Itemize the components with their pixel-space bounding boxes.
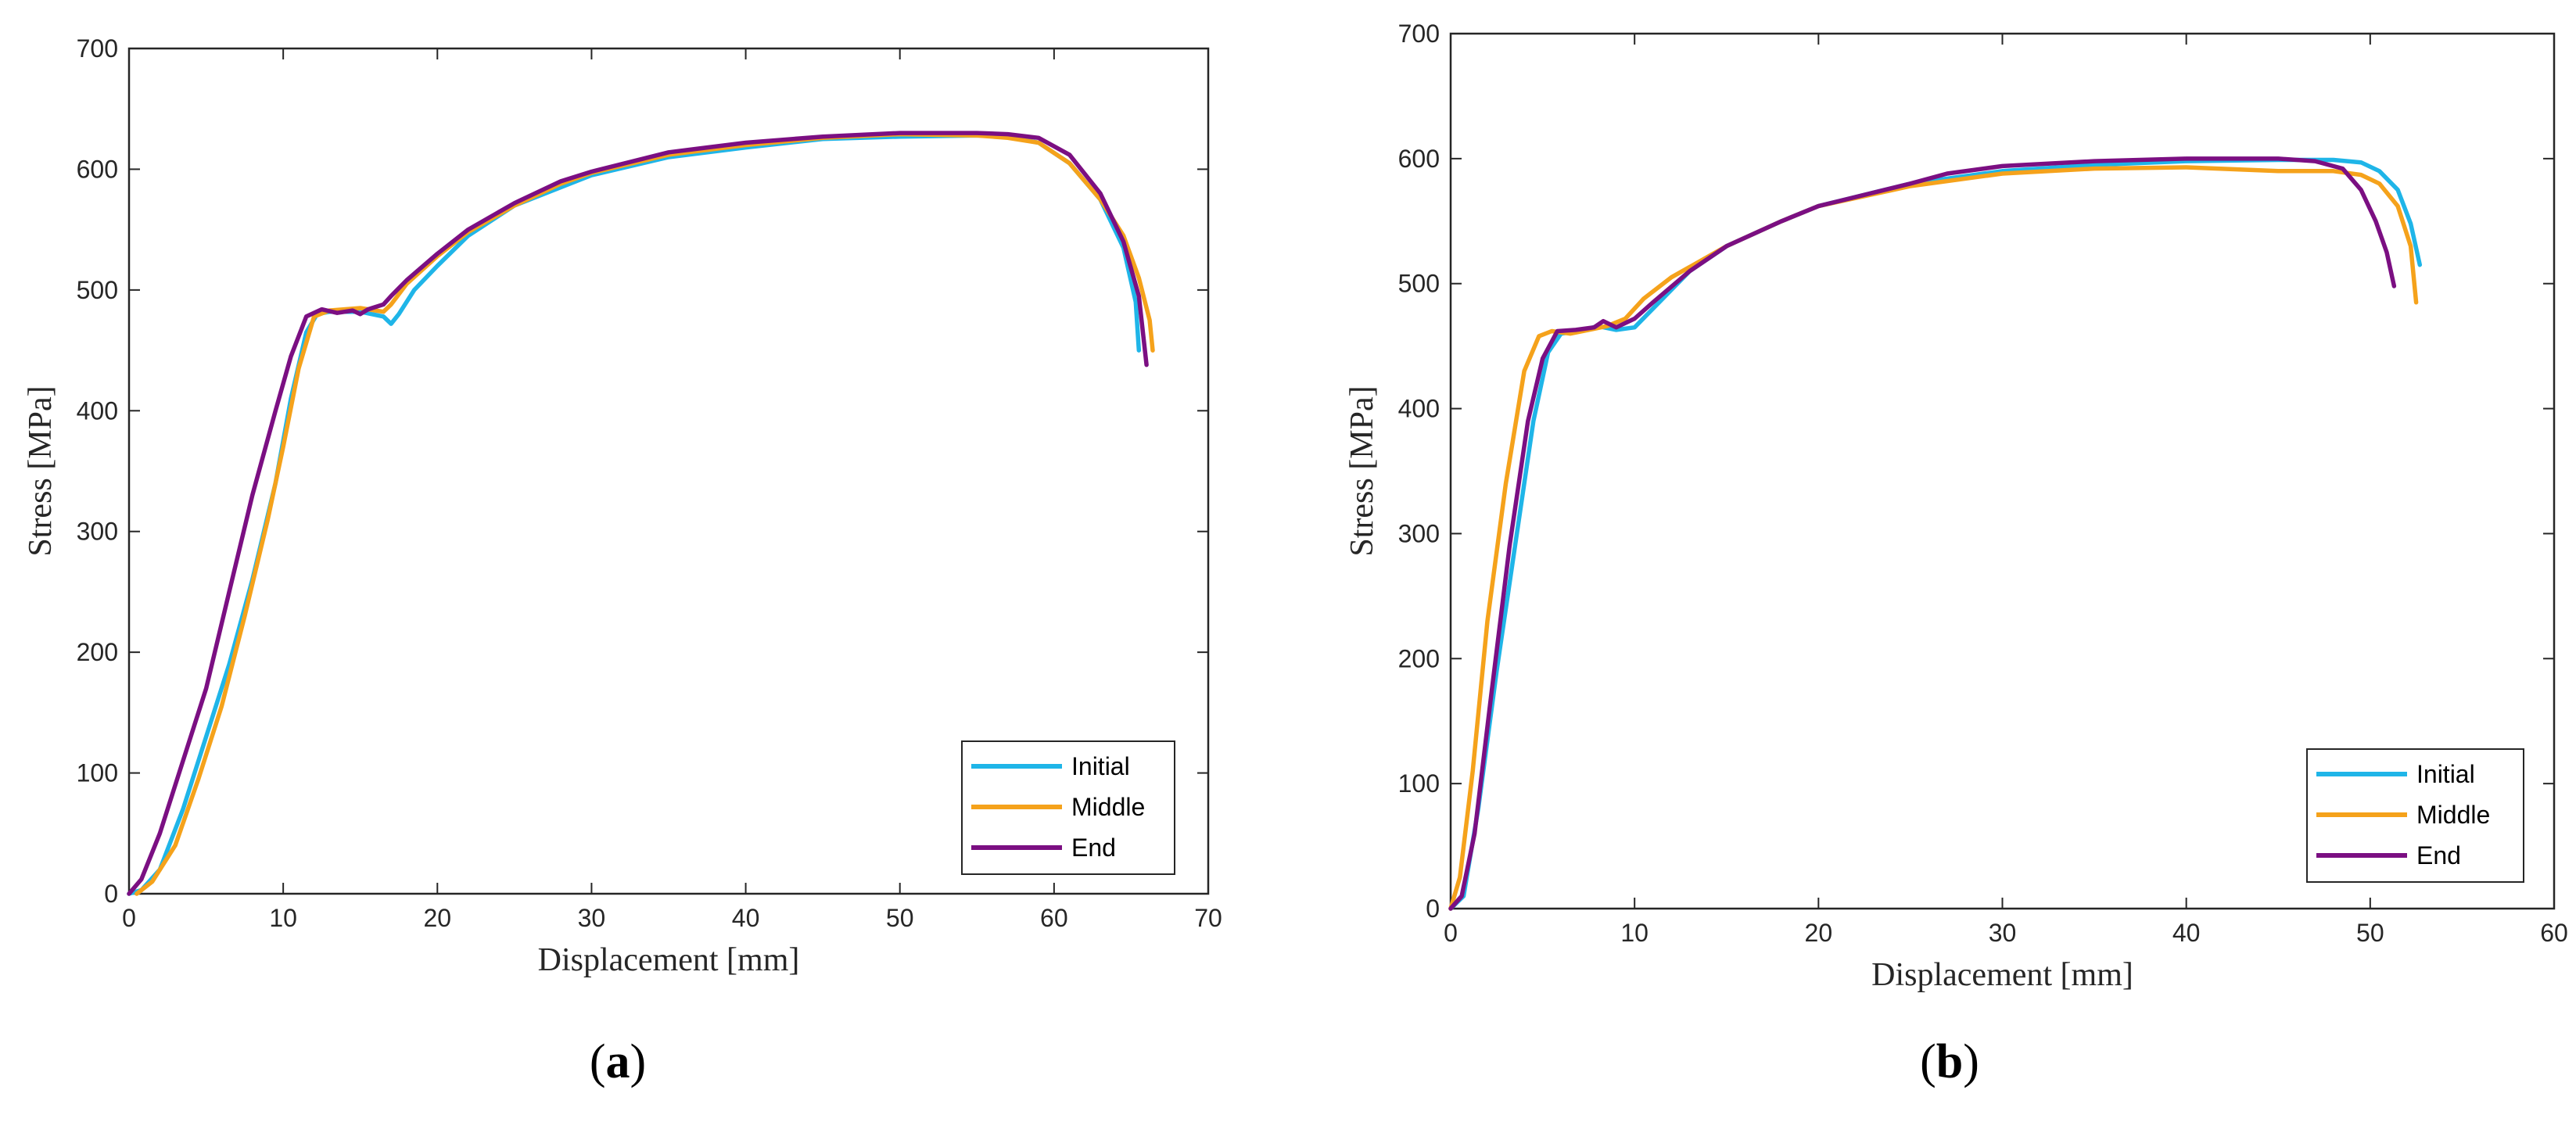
x-tick-label: 50 — [886, 904, 914, 932]
y-tick-label: 600 — [1398, 145, 1440, 173]
caption-close-paren: ) — [1963, 1035, 1979, 1088]
y-tick-label: 200 — [1398, 644, 1440, 672]
y-tick-label: 100 — [77, 759, 118, 787]
y-tick-label: 600 — [77, 155, 118, 183]
x-tick-label: 10 — [1620, 919, 1649, 947]
legend: Initial Middle End — [961, 740, 1175, 875]
x-axis-label: Displacement [mm] — [538, 942, 800, 978]
legend-label: Initial — [2416, 760, 2475, 788]
caption-letter: a — [606, 1035, 630, 1088]
caption-open-paren: ( — [590, 1035, 606, 1088]
y-tick-label: 200 — [77, 638, 118, 666]
x-tick-label: 60 — [1040, 904, 1068, 932]
caption-letter: b — [1936, 1035, 1963, 1088]
y-tick-label: 500 — [77, 276, 118, 304]
legend-label: End — [2416, 841, 2461, 869]
chart-b: 0 10 20 30 40 50 600100200300400500600700Displ… — [1344, 20, 2568, 1088]
x-tick-label: 40 — [732, 904, 760, 932]
y-tick-label: 700 — [1398, 20, 1440, 48]
y-tick-label: 100 — [1398, 769, 1440, 798]
y-tick-label: 300 — [77, 518, 118, 546]
x-tick-label: 60 — [2540, 919, 2568, 947]
x-tick-label: 0 — [1444, 919, 1458, 947]
series-line-end — [127, 131, 1149, 896]
legend: Initial Middle End — [2306, 748, 2524, 883]
x-tick-label: 40 — [2172, 919, 2201, 947]
legend-label: Middle — [1071, 793, 1145, 821]
y-axis-label: Stress [MPa] — [1344, 385, 1380, 556]
x-tick-label: 20 — [1805, 919, 1833, 947]
x-tick-label: 50 — [2356, 919, 2384, 947]
x-tick-label: 20 — [423, 904, 451, 932]
x-tick-label: 70 — [1194, 904, 1222, 932]
y-tick-label: 0 — [1426, 895, 1440, 923]
y-tick-label: 700 — [77, 34, 118, 63]
y-axis-label: Stress [MPa] — [23, 385, 59, 556]
panel-caption: (b) — [1920, 1035, 1979, 1088]
legend-label: End — [1071, 834, 1116, 862]
series-line-end — [1448, 156, 2397, 911]
chart-a: 0 10 20 30 40 50 60 700100200300400500600700Dis… — [23, 34, 1222, 1088]
legend-label: Middle — [2416, 801, 2490, 829]
caption-open-paren: ( — [1920, 1035, 1936, 1088]
x-tick-label: 30 — [578, 904, 606, 932]
y-tick-label: 0 — [104, 880, 118, 908]
x-tick-label: 30 — [1989, 919, 2017, 947]
x-tick-label: 10 — [269, 904, 297, 932]
y-tick-label: 500 — [1398, 270, 1440, 298]
x-tick-label: 0 — [122, 904, 136, 932]
legend-label: Initial — [1071, 752, 1130, 780]
y-tick-label: 400 — [1398, 395, 1440, 423]
panel-caption: (a) — [590, 1035, 646, 1088]
x-axis-label: Displacement [mm] — [1871, 957, 2133, 993]
caption-close-paren: ) — [630, 1035, 647, 1088]
y-tick-label: 300 — [1398, 519, 1440, 547]
y-tick-label: 400 — [77, 396, 118, 425]
